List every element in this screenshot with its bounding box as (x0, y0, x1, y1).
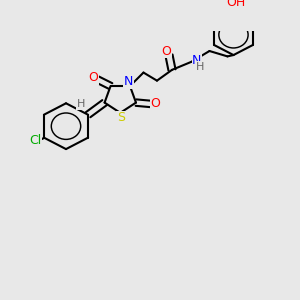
Text: O: O (161, 44, 171, 58)
Text: OH: OH (226, 0, 245, 9)
Text: Cl: Cl (29, 134, 41, 147)
Text: O: O (88, 71, 98, 85)
Text: O: O (151, 98, 160, 110)
Text: H: H (76, 99, 85, 109)
Text: H: H (196, 61, 204, 72)
Text: N: N (124, 76, 133, 88)
Text: N: N (192, 54, 202, 67)
Text: S: S (117, 111, 125, 124)
